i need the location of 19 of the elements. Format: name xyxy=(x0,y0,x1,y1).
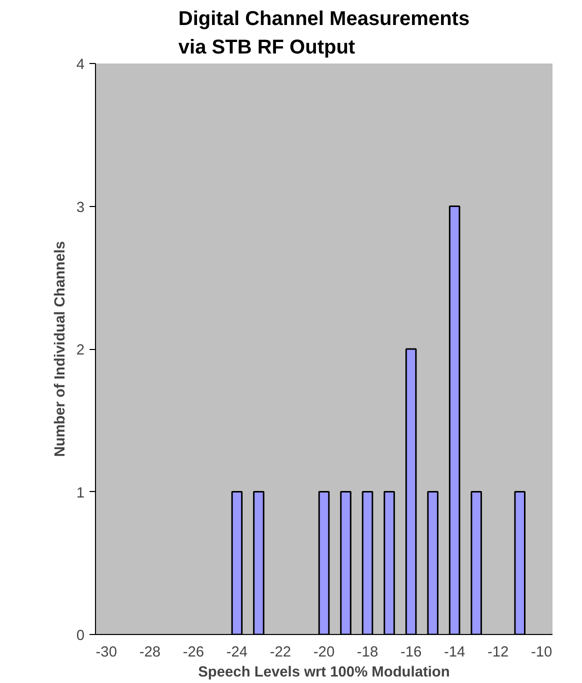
x-tick-label: -12 xyxy=(488,644,509,660)
y-tick-label: 2 xyxy=(76,342,85,358)
x-tick-label: -20 xyxy=(313,644,335,660)
y-tick-label: 0 xyxy=(76,628,85,644)
x-tick-label: -28 xyxy=(139,644,160,660)
chart-title: Digital Channel Measurements via STB RF Output xyxy=(178,8,470,58)
x-tick-label: -30 xyxy=(96,644,117,660)
x-tick-label: -24 xyxy=(226,644,248,660)
x-tick-label: -22 xyxy=(270,644,292,660)
y-tick-label: 4 xyxy=(76,57,85,73)
x-axis-title: Speech Levels wrt 100% Modulation xyxy=(198,664,450,680)
x-tick-label: -18 xyxy=(356,644,378,660)
x-tick-label: -14 xyxy=(444,644,466,660)
x-tick-label: -26 xyxy=(182,644,204,660)
y-tick-label: 3 xyxy=(76,200,85,216)
x-tick-label: -10 xyxy=(531,644,552,660)
y-tick-label: 1 xyxy=(76,485,85,502)
y-axis-title: Number of Individual Channels xyxy=(52,241,68,457)
x-tick-label: -16 xyxy=(400,644,422,660)
